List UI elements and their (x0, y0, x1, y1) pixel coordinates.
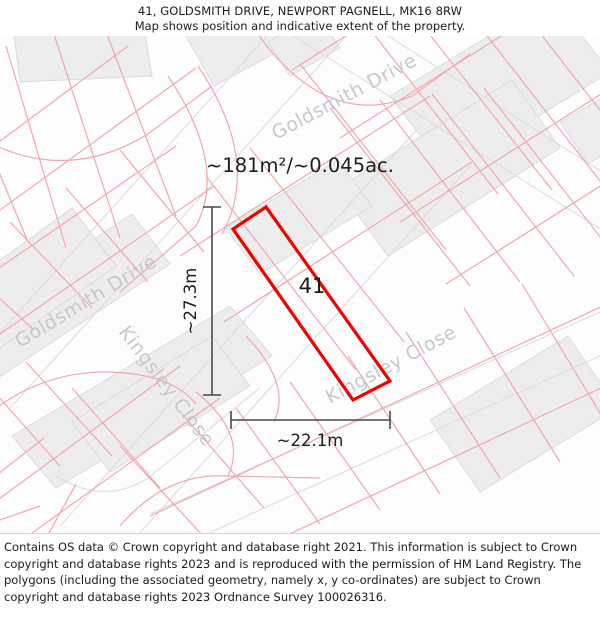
building-footprint (225, 159, 373, 275)
parcel-line (0, 505, 41, 521)
copyright-notice: Contains OS data © Crown copyright and d… (4, 540, 582, 604)
parcel-line (329, 107, 471, 287)
parcel-curve (0, 371, 197, 407)
parcel-curve (197, 65, 238, 235)
parcel-line (48, 483, 77, 533)
parcel-line (445, 185, 600, 285)
height-dimension (203, 206, 221, 396)
parcel-curve (245, 335, 280, 423)
parcel-line (289, 381, 381, 511)
page-subtitle: Map shows position and indicative extent… (134, 19, 466, 33)
road-edge-goldsmith-drive-north (0, 36, 268, 334)
parcel-line (179, 95, 431, 257)
parcel-line (374, 36, 499, 195)
parcel-line (181, 413, 265, 509)
road-edge-goldsmith-drive-south (9, 36, 347, 409)
parcel-line (0, 397, 61, 467)
map-footer: Contains OS data © Crown copyright and d… (0, 533, 600, 625)
parcel-line (0, 145, 177, 269)
parcel-line (0, 67, 197, 211)
map-canvas[interactable]: Goldsmith Drive Goldsmith Drive Kingsley… (0, 36, 600, 533)
width-dimension (230, 411, 391, 429)
road-edge-cul-de-sac (55, 387, 261, 493)
map-header: 41, GOLDSMITH DRIVE, NEWPORT PAGNELL, MK… (0, 0, 600, 36)
parcel-line (399, 94, 600, 223)
parcel-boundaries (0, 36, 600, 533)
parcel-line (0, 185, 215, 335)
parcel-line (25, 361, 113, 457)
parcel-line (430, 36, 553, 191)
parcel-line (0, 45, 129, 142)
parcel-line (106, 36, 177, 217)
building-footprint (13, 36, 153, 83)
property-boundary-polygon[interactable] (230, 204, 393, 403)
road-edge-goldsmith-drive-east-south (292, 36, 600, 230)
parcel-curve (195, 391, 235, 477)
parcel-line (119, 445, 202, 533)
parcel-line (0, 172, 29, 243)
parcel-line (5, 45, 67, 249)
page-title: 41, GOLDSMITH DRIVE, NEWPORT PAGNELL, MK… (137, 4, 463, 18)
parcel-line (0, 437, 45, 474)
width-dimension-label: ~22.1m (277, 431, 344, 450)
parcel-line (119, 149, 205, 253)
parcel-line (431, 93, 575, 277)
parcel-line (541, 36, 600, 112)
parcel-line (291, 36, 347, 71)
building-footprint (0, 207, 117, 349)
parcel-line (149, 306, 600, 517)
parcel-line (205, 175, 357, 371)
parcel-line (65, 187, 149, 283)
parcel-curve (119, 75, 208, 293)
parcel-line (235, 407, 321, 525)
parcel-curve (119, 475, 321, 527)
map-svg: Goldsmith Drive Goldsmith Drive Kingsley… (0, 36, 600, 533)
parcel-line (405, 331, 501, 479)
parcel-line (339, 36, 503, 139)
parcel-line (290, 387, 600, 533)
parcel-line (223, 161, 473, 323)
parcel-line (53, 36, 121, 239)
parcel-line (0, 365, 181, 499)
height-dimension-label: ~27.3m (181, 268, 200, 335)
parcel-line (521, 283, 600, 415)
parcel-line (30, 397, 221, 533)
parcel-line (249, 147, 405, 343)
parcel-line (71, 387, 161, 489)
road-edge-kingsley-close-east-north (149, 311, 600, 515)
road-edge-kingsley-close-east-south (207, 355, 600, 533)
parcel-curve (0, 85, 213, 162)
area-label: ~181m²/~0.045ac. (206, 154, 394, 177)
parcel-line (463, 307, 561, 463)
parcel-line (486, 36, 600, 182)
parcel-line (9, 221, 93, 309)
plot-number-label: 41 (299, 274, 326, 298)
building-footprint (559, 98, 600, 165)
road-edge-kingsley-close-north (59, 125, 421, 527)
parcel-line (299, 63, 447, 251)
parcel-line (483, 87, 600, 238)
